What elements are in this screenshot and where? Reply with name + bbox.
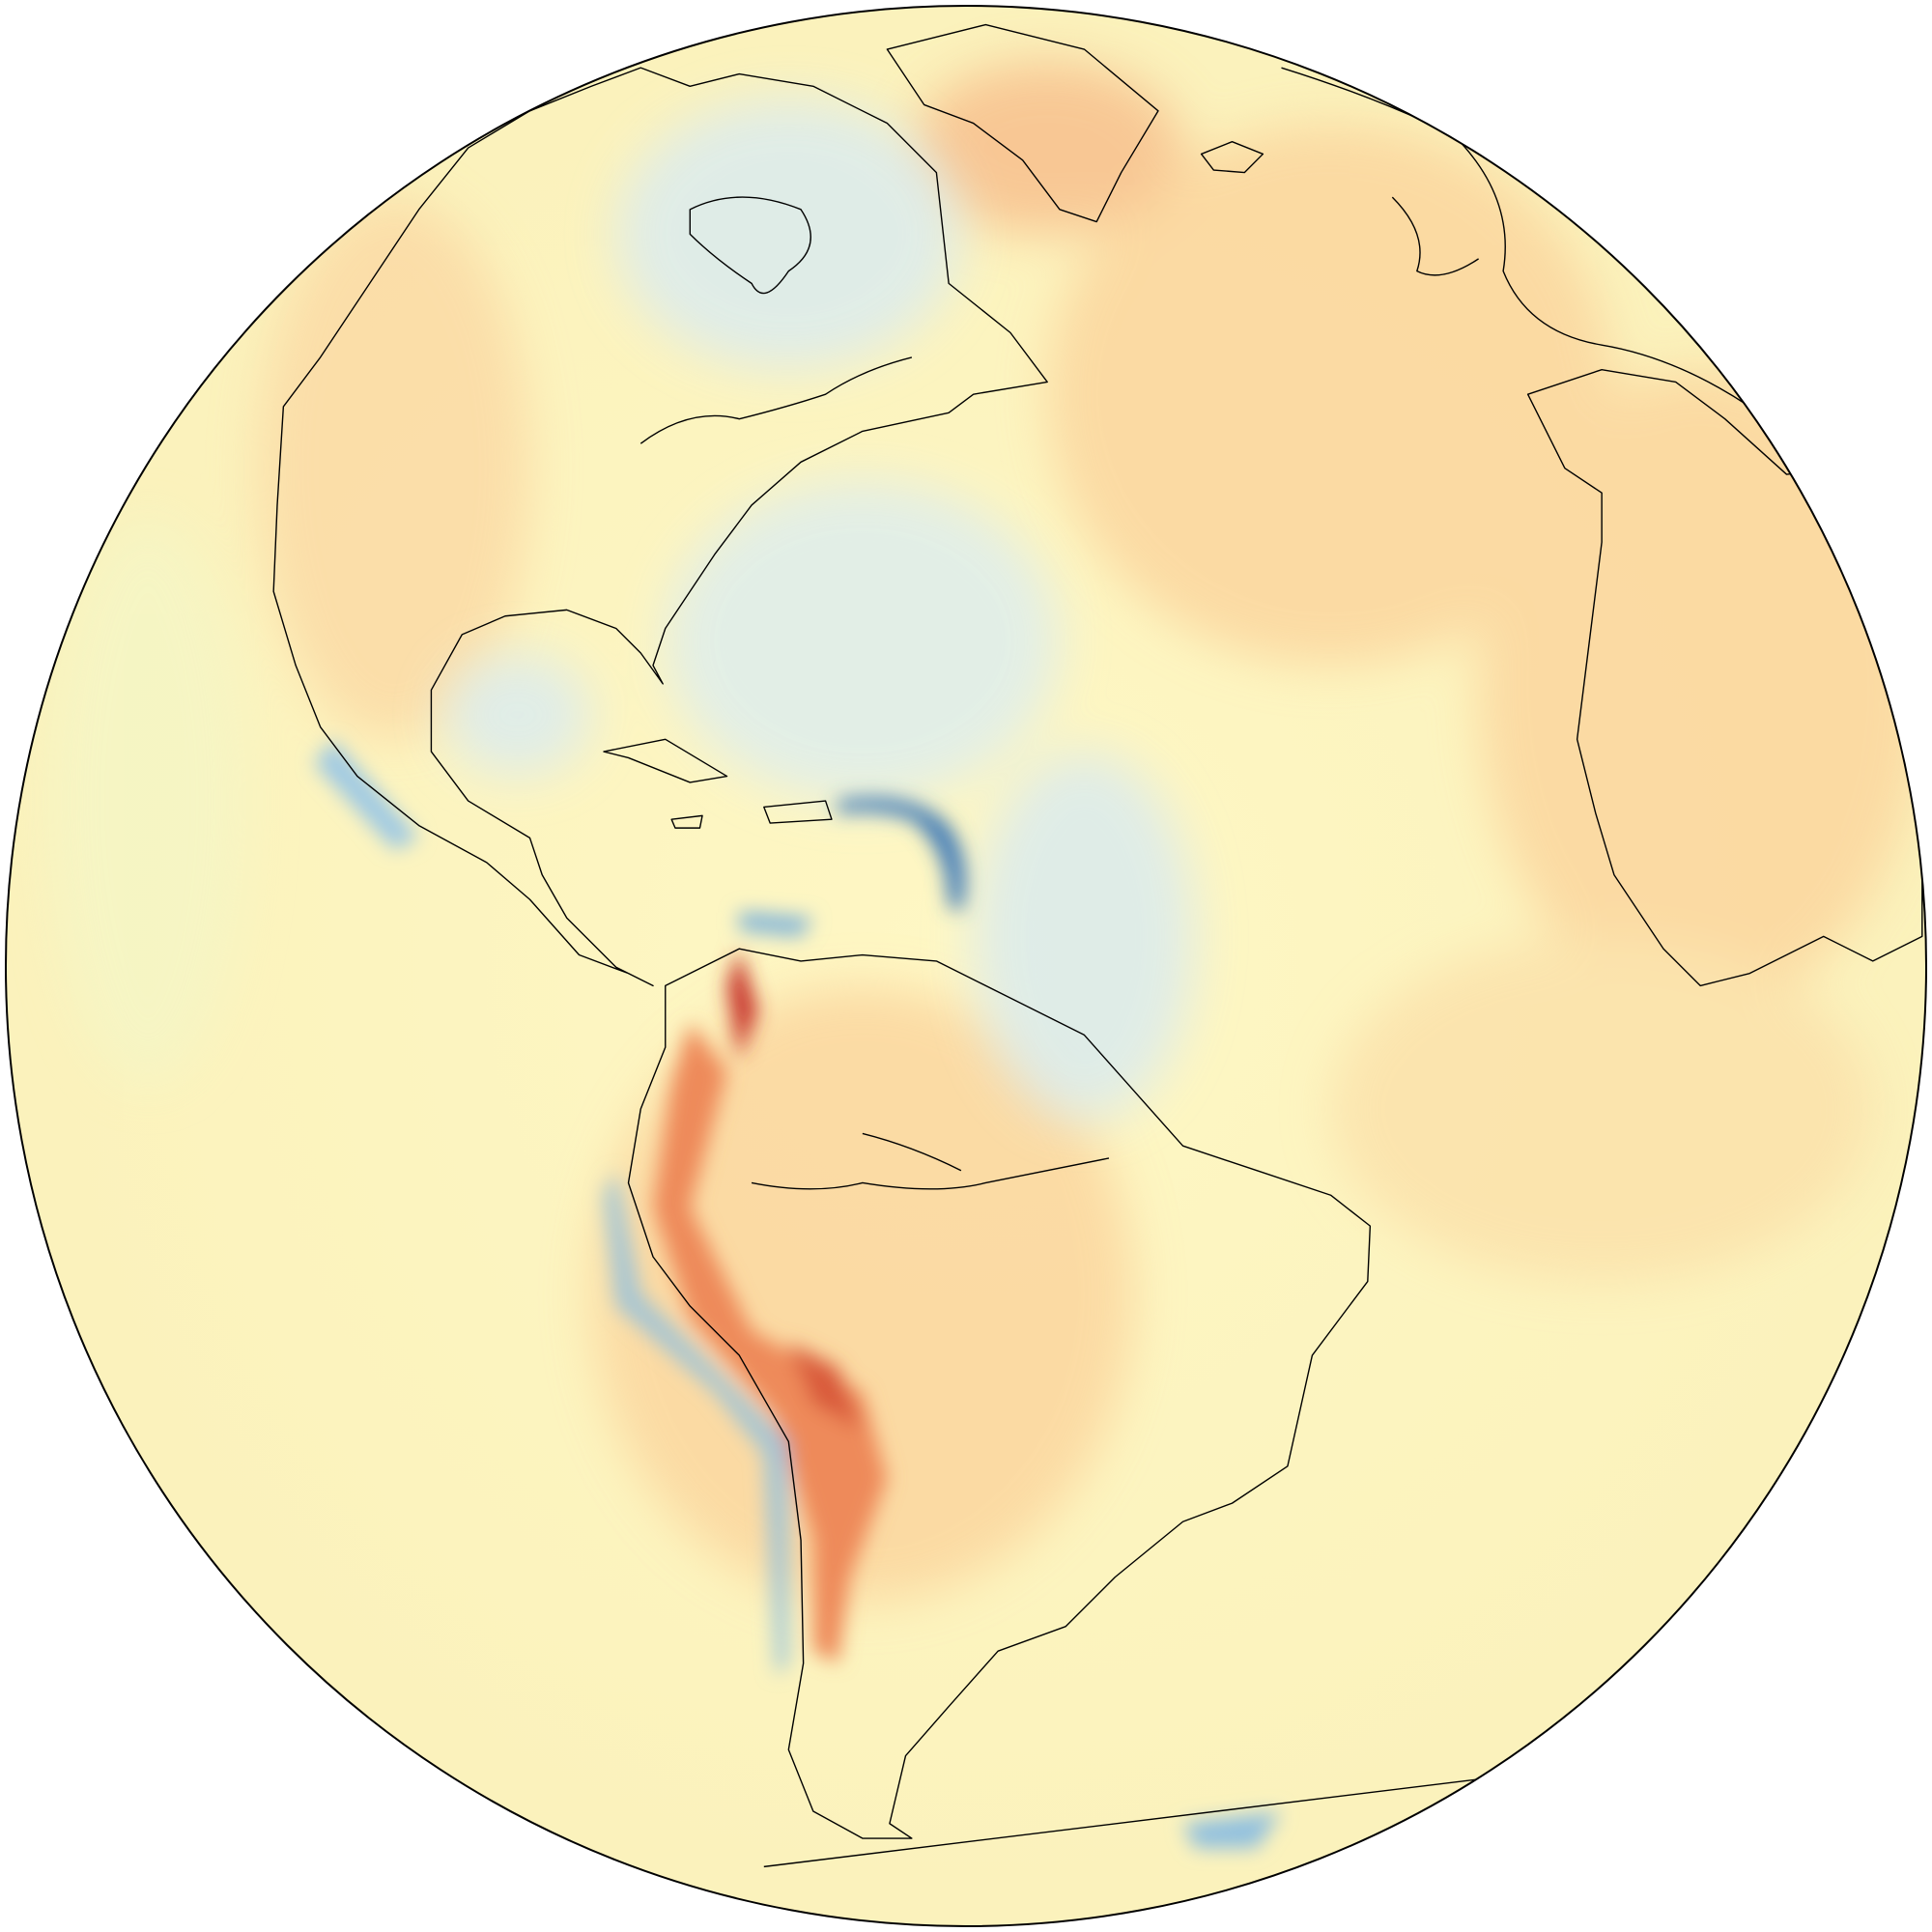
- globe-outline: [5, 5, 1927, 1927]
